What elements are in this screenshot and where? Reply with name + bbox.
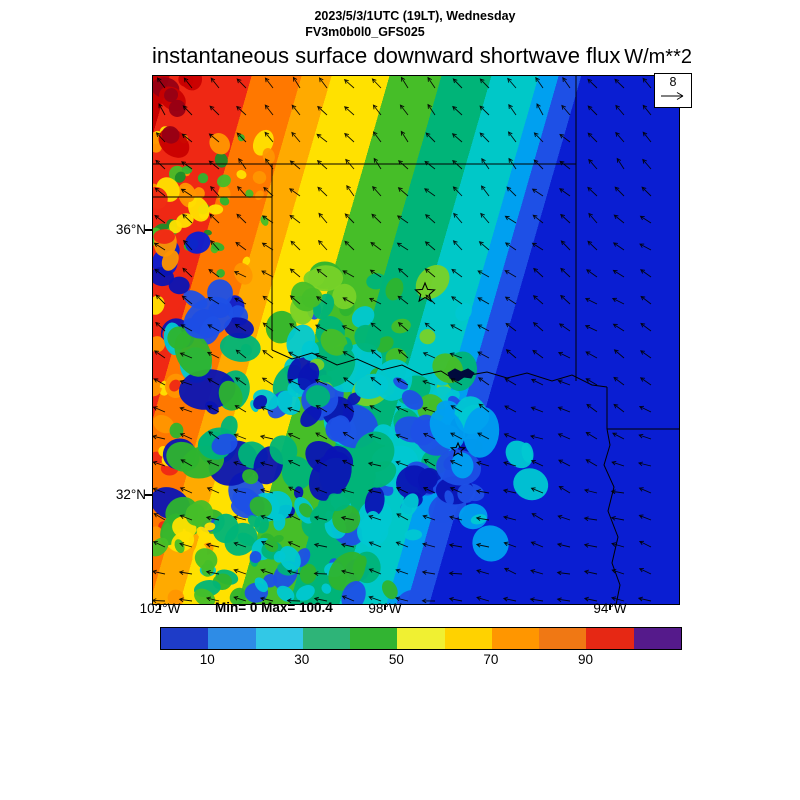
colorbar-segment <box>208 628 256 649</box>
colorbar-segment <box>539 628 587 649</box>
lon-tickmark-98W <box>384 605 386 610</box>
page-title: instantaneous surface downward shortwave… <box>152 43 621 68</box>
colorbar-tick-label: 10 <box>199 652 215 667</box>
cloud-patches <box>152 75 549 605</box>
colorbar <box>160 627 682 650</box>
lat-tickmark-32N <box>145 494 152 496</box>
colorbar-tick-labels: 10 30 50 70 90 <box>160 650 680 668</box>
wind-reference-legend: 8 <box>654 73 692 108</box>
header-model-run: FV3m0b0l0_GFS025 <box>305 25 425 39</box>
colorbar-segment <box>633 628 681 649</box>
colorbar-segment <box>586 628 634 649</box>
colorbar-segment <box>491 628 540 649</box>
colorbar-tick-label: 50 <box>388 652 404 667</box>
map-canvas <box>151 75 680 605</box>
minmax-readout: Min= 0 Max= 100.4 <box>215 600 333 615</box>
lat-tick-label-36N: 36°N <box>115 222 146 237</box>
wind-reference-value: 8 <box>669 75 677 89</box>
location-star-marker <box>414 281 436 303</box>
units-label: W/m**2 <box>624 46 692 68</box>
location-star-marker <box>449 441 467 457</box>
colorbar-segment <box>444 628 492 649</box>
shortwave-flux-map <box>151 75 680 605</box>
colorbar-segment <box>350 628 398 649</box>
lat-tickmark-36N <box>145 229 152 231</box>
lake-texoma <box>447 368 475 382</box>
lat-tick-label-32N: 32°N <box>115 487 146 502</box>
lon-tickmark-94W <box>609 605 611 610</box>
colorbar-tick-label: 90 <box>577 652 593 667</box>
colorbar-segment <box>161 628 209 649</box>
lon-tickmark-102W <box>159 605 161 610</box>
colorbar-segment <box>397 628 445 649</box>
wind-reference-arrow-icon <box>661 92 684 100</box>
colorbar-segment <box>255 628 303 649</box>
map-frame <box>152 75 680 605</box>
colorbar-tick-label: 70 <box>483 652 499 667</box>
header-datetime: 2023/5/3/1UTC (19LT), Wednesday <box>314 9 516 23</box>
colorbar-segment <box>302 628 351 649</box>
colorbar-tick-label: 30 <box>294 652 310 667</box>
wind-vector-arrows <box>151 76 652 604</box>
